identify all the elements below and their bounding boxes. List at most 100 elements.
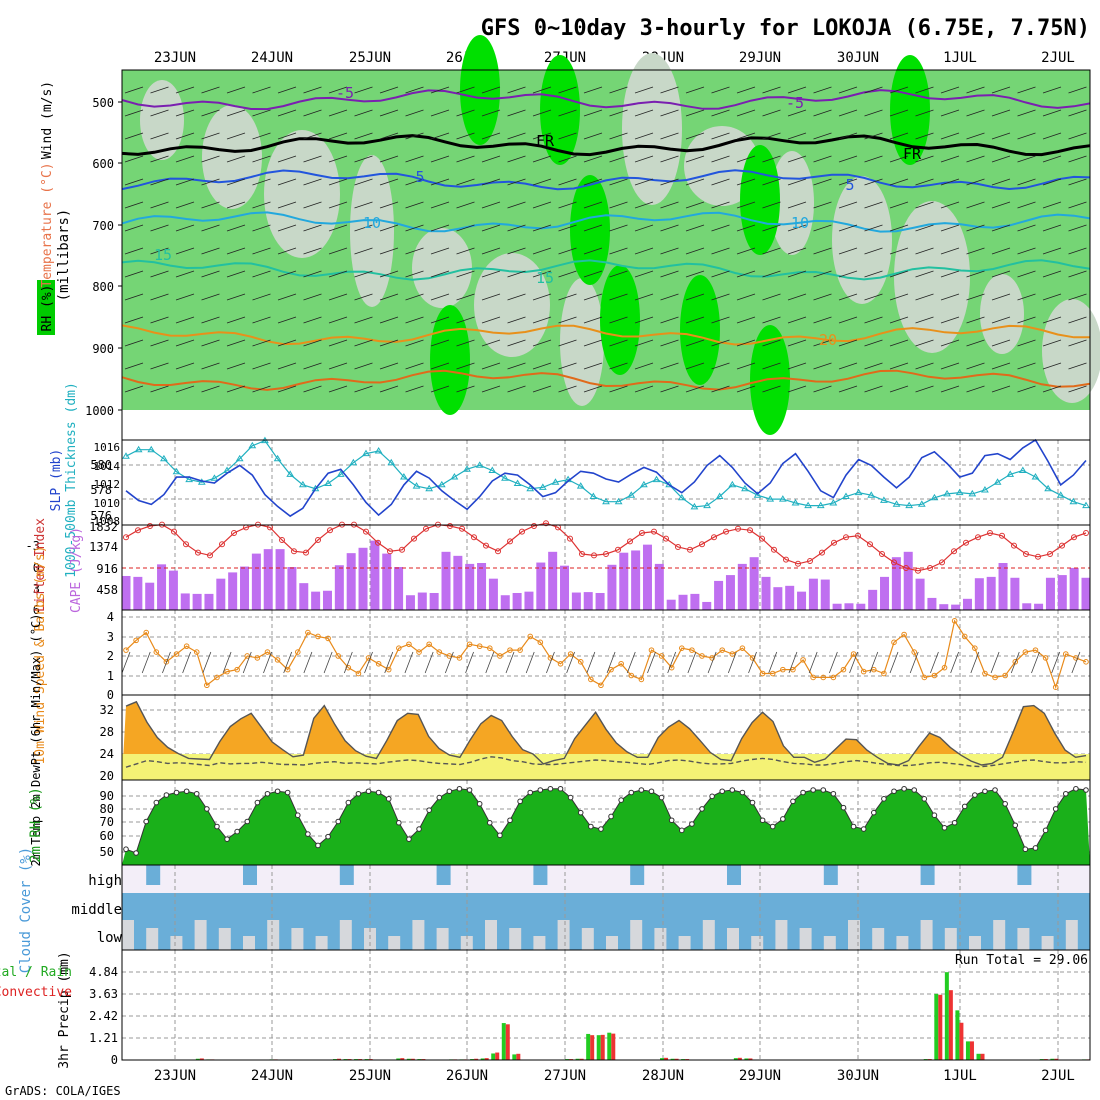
- precip-conv-bar-46: [611, 1033, 616, 1060]
- wind-barb: [583, 224, 603, 232]
- wind-barb: [252, 155, 271, 163]
- cape-bar-45: [654, 563, 664, 610]
- wind-barb: [940, 132, 960, 140]
- wind-barb: [124, 224, 144, 232]
- cloud-low-gap-37: [1017, 928, 1030, 950]
- wind10m-barb-48: [606, 651, 616, 674]
- wind-barb: [609, 362, 628, 370]
- thickness-point-21: [387, 458, 396, 466]
- top-date-axis: 23JUN24JUN25JUN26JUN27JUN28JUN29JUN30JUN…: [154, 50, 1075, 66]
- rh2m-label: 2m RH (%): [28, 787, 44, 863]
- wind-barb: [762, 224, 781, 232]
- wind10m-point-30: [426, 641, 432, 648]
- wind-barb: [813, 155, 832, 163]
- cape-bar-40: [595, 592, 605, 610]
- wind-barb: [634, 155, 654, 163]
- thickness-point-44: [677, 493, 686, 501]
- cloud-level-labels: high middle low: [71, 873, 122, 946]
- thickness-point-32: [526, 484, 535, 492]
- wind-barb: [558, 109, 577, 117]
- rh-point-41: [537, 787, 544, 793]
- bottom-date-axis: 23JUN 24JUN 25JUN 26JUN 27JUN 28JUN 29JUN 30JUN…: [154, 1068, 1075, 1084]
- wind-barb: [252, 385, 271, 393]
- wind10m-point-49: [618, 660, 624, 667]
- cape-bar-43: [631, 550, 641, 610]
- cloud-low-gap-21: [630, 920, 643, 950]
- precip-total-bar-78: [944, 972, 949, 1060]
- rh-point-53: [658, 794, 665, 801]
- wind-barb: [634, 132, 654, 140]
- cloud-high-block-13: [436, 865, 451, 885]
- contour-line-4: [121, 259, 1091, 281]
- wind10m-point-34: [466, 641, 473, 648]
- wind10m-barb-16: [283, 651, 293, 674]
- wind-barb: [711, 86, 730, 94]
- wind-barb: [583, 316, 603, 324]
- wind10m-point-15: [274, 657, 281, 663]
- wind-barb: [889, 385, 909, 393]
- wind-barb: [660, 132, 679, 140]
- precip-tick-3: 1.21: [89, 1031, 118, 1045]
- thickness-point-71: [1018, 466, 1027, 473]
- cape-tick-0: 1832: [89, 520, 118, 534]
- wind-barb: [660, 385, 679, 393]
- rh-point-88: [1012, 822, 1019, 829]
- wind-barb: [1017, 201, 1036, 209]
- wind-barb: [507, 178, 526, 186]
- li-point-71: [975, 534, 981, 541]
- slp-tick-0: 1016: [94, 441, 121, 454]
- wind-barb: [124, 339, 144, 347]
- wind-barb: [532, 247, 552, 255]
- wind-barb: [507, 155, 526, 163]
- cape-bar-10: [240, 566, 250, 610]
- wind-barb: [609, 155, 628, 163]
- top-date-1: 24JUN: [251, 50, 293, 66]
- precip-conv-bar-20: [336, 1058, 341, 1060]
- wind-barb: [226, 316, 246, 324]
- wind-barb: [736, 385, 756, 393]
- wind-barb: [711, 132, 730, 140]
- contour-line-3: [121, 211, 1091, 233]
- rh-point-81: [941, 825, 948, 831]
- cloud-low-gap-5: [243, 936, 255, 950]
- wind-barb: [1068, 109, 1087, 117]
- rh-point-5: [173, 789, 180, 796]
- wind-barb: [379, 86, 399, 94]
- cloud-low-gap-23: [678, 936, 691, 950]
- wind10m-point-67: [800, 657, 806, 663]
- contour-label-4: 5: [415, 168, 424, 186]
- wind-barb: [838, 385, 858, 393]
- wind10m-barb-40: [525, 651, 535, 674]
- li-point-17: [327, 527, 333, 534]
- rh-point-75: [881, 796, 887, 802]
- wind-barb: [762, 339, 781, 347]
- wind-barb: [124, 86, 144, 94]
- stability-ticks: -3 0 3 6 1832 1374 916 458: [26, 520, 118, 617]
- rh-point-55: [678, 827, 685, 834]
- pressure-tick-0: 500: [92, 96, 114, 110]
- rh-point-26: [385, 796, 392, 802]
- wind10m-point-64: [769, 670, 776, 677]
- pressure-tick-4: 900: [92, 342, 114, 356]
- wind10m-point-43: [557, 660, 564, 667]
- thickness-point-64: [930, 493, 939, 501]
- rh-point-28: [406, 836, 412, 842]
- wind-barb: [838, 132, 858, 140]
- wind10m-barb-92: [1051, 651, 1061, 674]
- cloud-low-gap-22: [654, 928, 667, 950]
- wind10m-barb-36: [485, 651, 495, 674]
- thickness-point-16: [324, 479, 332, 486]
- wind-barb: [150, 155, 169, 163]
- precip-conv-bar-52: [674, 1058, 679, 1060]
- cape-bar-75: [1010, 577, 1020, 610]
- rh-point-66: [790, 798, 796, 805]
- wind10m-point-51: [638, 676, 645, 683]
- wind-barb: [762, 132, 781, 140]
- wind10m-barb-6: [182, 651, 192, 674]
- wind10m-point-89: [1022, 649, 1029, 655]
- wind-barbs: [124, 86, 1087, 393]
- wind-barb: [201, 224, 220, 232]
- rh-point-86: [992, 787, 998, 793]
- dewpoint-series: [125, 756, 1087, 768]
- wind-barb: [762, 270, 781, 278]
